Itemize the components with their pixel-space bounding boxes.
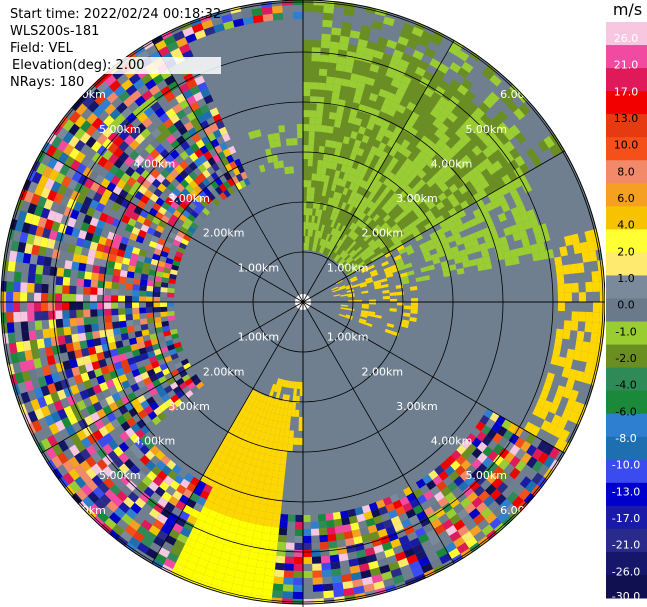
range-ring-label: 4.00km	[134, 435, 176, 448]
range-ring-label: 6.00km	[500, 504, 542, 517]
colorbar-segment	[606, 252, 647, 276]
colorbar-tick-label: 1.0	[617, 272, 635, 285]
colorbar-unit: m/s	[612, 0, 643, 19]
colorbar-segment	[606, 551, 647, 576]
colorbar-segment	[606, 275, 647, 299]
colorbar-segment	[606, 183, 647, 207]
start-time-label: Start time: 2022/02/24 00:18:32	[10, 7, 222, 22]
colorbar-segment	[606, 413, 647, 438]
colorbar-tick-label: 4.0	[617, 219, 635, 232]
range-ring-label: 2.00km	[203, 227, 245, 240]
colorbar-segment	[606, 91, 647, 115]
colorbar-segment	[606, 22, 647, 46]
colorbar-segment	[606, 229, 647, 253]
range-ring-label: 4.00km	[134, 157, 176, 170]
range-ring-label: 6.00km	[64, 504, 106, 517]
colorbar-segment	[606, 459, 647, 484]
range-ring-label: 3.00km	[396, 400, 438, 413]
range-ring-label: 3.00km	[168, 400, 210, 413]
colorbar-tick-label: 6.0	[617, 192, 635, 205]
colorbar-tick-label: -6.0	[615, 405, 636, 418]
colorbar-segment	[606, 68, 647, 92]
colorbar-tick-label: 8.0	[617, 165, 635, 178]
range-ring-label: 6.00km	[500, 88, 542, 101]
range-ring-label: 4.00km	[431, 157, 473, 170]
colorbar-tick-label: -8.0	[615, 432, 636, 445]
range-ring-label: 4.00km	[431, 435, 473, 448]
azimuth-spoke	[151, 301, 304, 564]
range-ring-label: 1.00km	[238, 261, 280, 274]
range-ring-label: 3.00km	[168, 192, 210, 205]
velocity-colorbar: 26.0 21.0 17.0 13.0 10.0 8.0 6.0 4.0 2.0 1.0 0.0 -1…	[606, 22, 647, 603]
colorbar-tick-label: 13.0	[614, 112, 639, 125]
colorbar-segment	[606, 114, 647, 138]
colorbar-segment	[606, 137, 647, 161]
colorbar-tick-label: -10.0	[612, 459, 640, 472]
range-ring-label: 1.00km	[327, 331, 369, 344]
colorbar-segment	[606, 482, 647, 507]
azimuth-spoke	[41, 150, 304, 303]
colorbar-tick-label: 26.0	[614, 32, 639, 45]
colorbar-segment	[606, 206, 647, 230]
ppi-scan-display: 1.00km 1.00km 1.00km 1.00km 2.00km 2.00km 2.00…	[0, 0, 605, 607]
colorbar-segment	[606, 321, 647, 346]
range-ring-label: 5.00km	[99, 469, 141, 482]
colorbar-segment	[606, 45, 647, 69]
colorbar-tick-label: 2.0	[617, 245, 635, 258]
azimuth-spoke	[302, 301, 455, 564]
colorbar-segment	[606, 160, 647, 184]
colorbar-tick-label: -4.0	[615, 379, 636, 392]
field-label: Field: VEL	[10, 41, 73, 56]
colorbar-tick-label: -13.0	[612, 485, 640, 498]
nrays-label: NRays: 180	[10, 75, 85, 90]
colorbar-segment	[606, 528, 647, 553]
range-ring-label: 3.00km	[396, 192, 438, 205]
colorbar-tick-label: 0.0	[617, 299, 635, 312]
range-ring-label: 1.00km	[238, 331, 280, 344]
range-ring-label: 1.00km	[327, 261, 369, 274]
colorbar-segment	[606, 390, 647, 415]
azimuth-spoke	[302, 40, 455, 303]
colorbar-segment	[606, 505, 647, 530]
instrument-label: WLS200s-181	[10, 24, 100, 39]
colorbar-tick-label: -21.0	[612, 539, 640, 552]
range-ring-label: 2.00km	[362, 365, 404, 378]
colorbar-tick-label: -1.0	[615, 325, 636, 338]
colorbar-tick-label: 21.0	[614, 59, 639, 72]
colorbar-tick-label: -2.0	[615, 352, 636, 365]
azimuth-spoke	[41, 301, 304, 454]
colorbar-tick-label: -26.0	[612, 565, 640, 578]
colorbar-segment	[606, 367, 647, 392]
azimuth-spoke	[151, 40, 304, 303]
colorbar-tick-label: -17.0	[612, 512, 640, 525]
colorbar-segment	[606, 298, 647, 323]
range-ring-label: 2.00km	[203, 365, 245, 378]
range-ring-label: 2.00km	[362, 227, 404, 240]
scan-info: Start time: 2022/02/24 00:18:32 WLS200s-…	[10, 6, 222, 91]
range-ring-label: 5.00km	[465, 469, 507, 482]
colorbar-tick-label: 17.0	[614, 85, 639, 98]
colorbar-tick-label: 10.0	[614, 139, 639, 152]
colorbar-tick-label: -30.0	[612, 590, 640, 603]
elevation-label: Elevation(deg): 2.00	[10, 57, 222, 74]
azimuth-spoke	[302, 301, 565, 454]
range-ring-label: 5.00km	[465, 123, 507, 136]
colorbar-segment	[606, 344, 647, 369]
azimuth-spoke	[302, 150, 565, 303]
colorbar-segment	[606, 574, 647, 599]
range-ring-label: 6.00km	[64, 88, 106, 101]
range-ring-label: 5.00km	[99, 123, 141, 136]
colorbar-segment	[606, 436, 647, 461]
